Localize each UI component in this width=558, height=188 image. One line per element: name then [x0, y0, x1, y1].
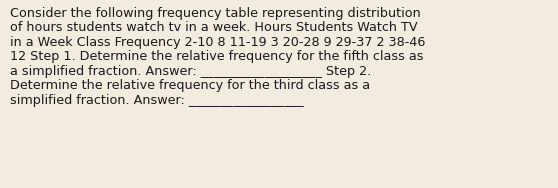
Text: Consider the following frequency table representing distribution
of hours studen: Consider the following frequency table r…: [10, 7, 425, 107]
